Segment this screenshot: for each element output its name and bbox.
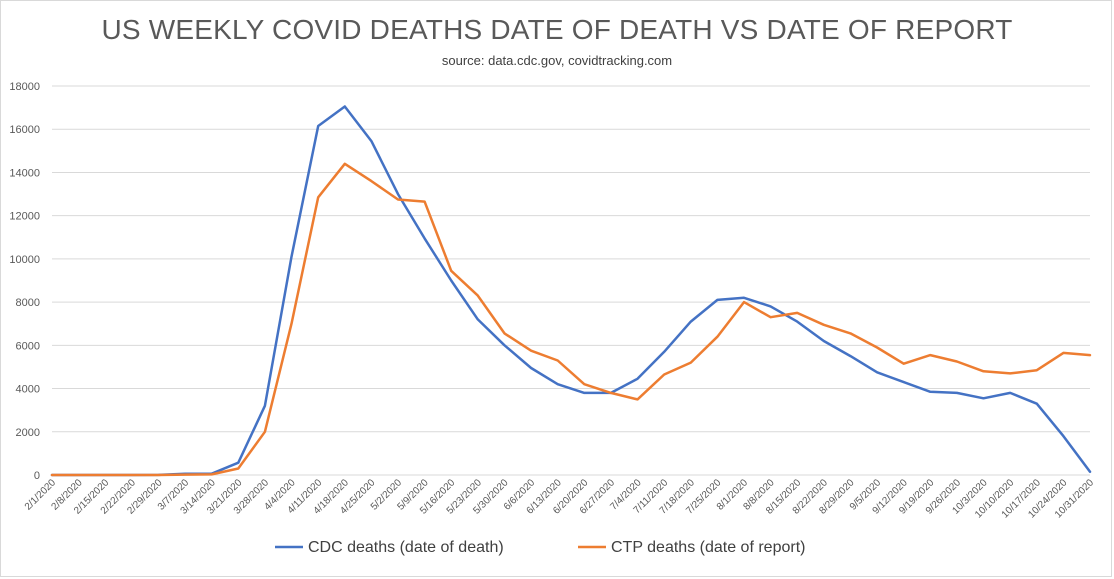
y-tick-label: 16000 [9, 124, 40, 136]
chart-subtitle: source: data.cdc.gov, covidtracking.com [441, 53, 673, 68]
y-tick-label: 10000 [9, 254, 40, 266]
chart-title: US WEEKLY COVID DEATHS DATE OF DEATH VS … [101, 14, 1013, 45]
y-tick-label: 0 [34, 470, 40, 482]
y-tick-label: 8000 [16, 297, 40, 309]
y-tick-label: 6000 [16, 340, 40, 352]
y-tick-label: 12000 [9, 211, 40, 223]
legend-label: CTP deaths (date of report) [611, 539, 805, 556]
y-tick-label: 14000 [9, 167, 40, 179]
y-tick-label: 2000 [16, 427, 40, 439]
legend-label: CDC deaths (date of death) [308, 539, 504, 556]
series-line-cdc [50, 105, 1092, 477]
y-tick-label: 18000 [9, 81, 40, 93]
y-tick-label: 4000 [16, 384, 40, 396]
series-line-ctp [50, 162, 1092, 477]
